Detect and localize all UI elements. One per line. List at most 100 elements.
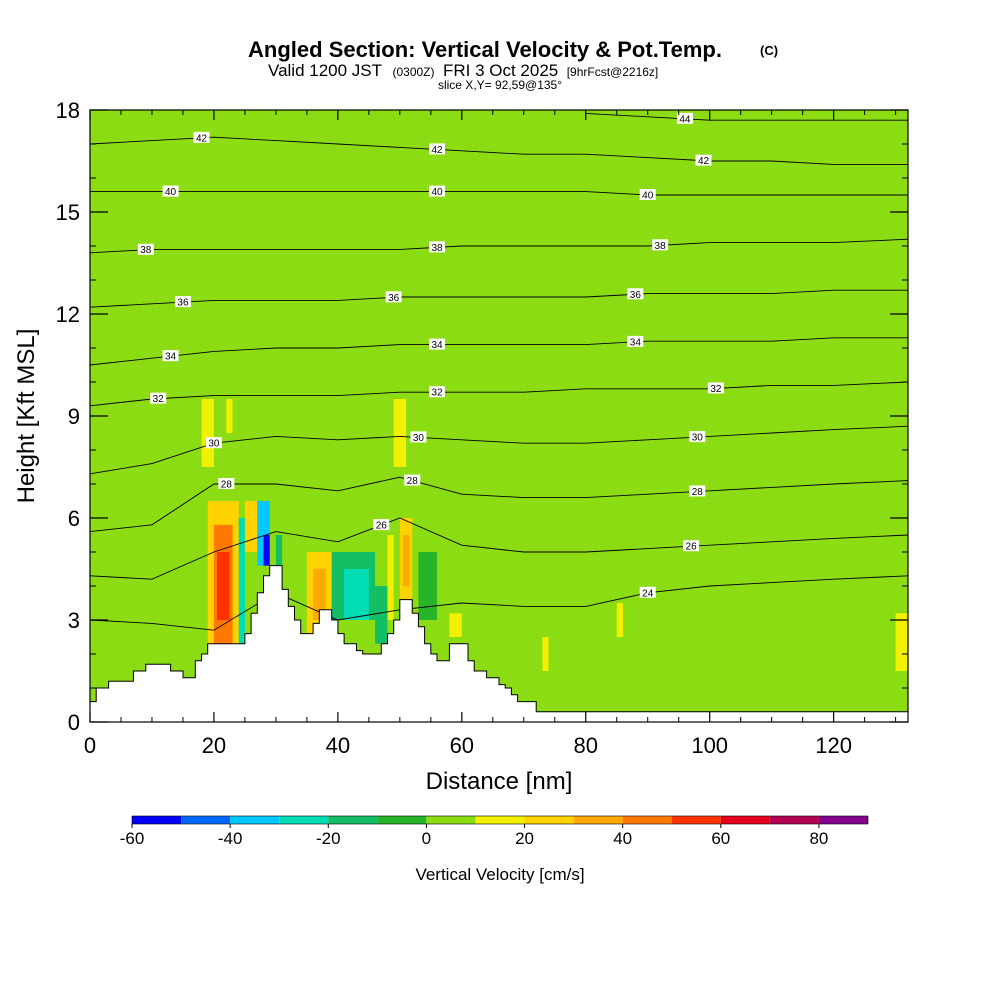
velocity-cell-44 bbox=[402, 535, 410, 586]
colorbar-tick-label: 60 bbox=[711, 829, 730, 848]
theta-contour-labels: 24 26 26 28 28 28 30 30 30 32 32 32 34 34 34 36 36 36 38 38… bbox=[137, 112, 724, 599]
velocity-cell-21 bbox=[201, 399, 214, 467]
y-axis-label: Height [Kft MSL] bbox=[13, 329, 40, 504]
y-tick-label: 3 bbox=[68, 608, 80, 633]
theta-label-38: 38 bbox=[140, 245, 152, 256]
x-tick-label: 20 bbox=[202, 733, 226, 758]
colorbar-frame bbox=[131, 815, 869, 825]
x-axis-ticks: 0 20 40 60 80 100 120 bbox=[84, 110, 897, 758]
subtitle-valid: Valid 1200 JST bbox=[268, 61, 382, 80]
theta-label-bg-6 bbox=[205, 437, 222, 449]
theta-label-32: 32 bbox=[431, 388, 443, 399]
theta-contour-40 bbox=[90, 191, 908, 196]
velocity-cell-24 bbox=[393, 399, 407, 467]
colorbar-swatch bbox=[426, 816, 476, 824]
theta-label-bg-4 bbox=[404, 474, 421, 486]
colorbar-swatch bbox=[181, 816, 231, 824]
theta-label-bg-12 bbox=[162, 350, 179, 362]
theta-label-36: 36 bbox=[388, 293, 400, 304]
colorbar-tick-label: 20 bbox=[515, 829, 534, 848]
theta-label-26: 26 bbox=[376, 521, 388, 532]
x-axis-label: Distance [nm] bbox=[426, 768, 573, 795]
theta-label-bg-16 bbox=[385, 291, 402, 303]
velocity-cell-11 bbox=[585, 620, 605, 712]
colorbar-tick-label: 40 bbox=[613, 829, 632, 848]
velocity-field bbox=[90, 110, 908, 712]
velocity-cell-13 bbox=[660, 620, 673, 712]
colorbar-swatch bbox=[818, 816, 868, 824]
colorbar-swatch bbox=[769, 816, 819, 824]
velocity-cell-3 bbox=[226, 110, 276, 399]
theta-label-bg-8 bbox=[689, 431, 706, 443]
theta-label-40: 40 bbox=[431, 187, 443, 198]
velocity-cell-27 bbox=[616, 603, 623, 637]
theta-label-28: 28 bbox=[407, 476, 419, 487]
theta-label-bg-20 bbox=[652, 239, 669, 251]
velocity-cell-33 bbox=[244, 501, 258, 552]
theta-label-bg-5 bbox=[689, 485, 706, 497]
theta-label-30: 30 bbox=[208, 439, 220, 450]
theta-label-bg-18 bbox=[137, 243, 154, 255]
velocity-cell-7 bbox=[437, 416, 450, 620]
subtitle-fcst: [9hrFcst@2216z] bbox=[567, 65, 659, 79]
velocity-cell-36 bbox=[275, 535, 283, 566]
theta-contour-24 bbox=[90, 575, 908, 631]
colorbar-title: Vertical Velocity [cm/s] bbox=[415, 865, 584, 884]
theta-label-bg-2 bbox=[683, 540, 700, 552]
plot-area: 24 26 26 28 28 28 30 30 30 32 32 32 34 34 34 36 36 36 38 38… bbox=[90, 110, 908, 722]
theta-label-42: 42 bbox=[698, 156, 710, 167]
theta-label-28: 28 bbox=[221, 480, 233, 491]
velocity-cell-31 bbox=[217, 552, 230, 620]
x-tick-label: 100 bbox=[691, 733, 728, 758]
y-tick-label: 12 bbox=[56, 302, 80, 327]
theta-label-bg-27 bbox=[676, 112, 693, 124]
colorbar-tick-label: -40 bbox=[218, 829, 243, 848]
theta-contour-44 bbox=[585, 112, 908, 121]
theta-label-38: 38 bbox=[431, 243, 443, 254]
chart-title: Angled Section: Vertical Velocity & Pot.… bbox=[248, 37, 722, 62]
y-tick-label: 15 bbox=[56, 200, 80, 225]
theta-label-30: 30 bbox=[692, 433, 704, 444]
theta-contour-34 bbox=[90, 337, 908, 366]
velocity-cell-32 bbox=[238, 518, 245, 644]
y-tick-label: 0 bbox=[68, 710, 80, 735]
theta-label-24: 24 bbox=[642, 588, 654, 599]
colorbar-tick-label: 0 bbox=[422, 829, 431, 848]
theta-contour-30 bbox=[90, 425, 908, 475]
colorbar-swatch bbox=[671, 816, 721, 824]
terrain-mask bbox=[90, 565, 908, 722]
velocity-cell-18 bbox=[808, 382, 822, 712]
x-tick-label: 120 bbox=[815, 733, 852, 758]
theta-label-34: 34 bbox=[165, 352, 177, 363]
theta-label-bg-11 bbox=[707, 382, 724, 394]
theta-label-bg-22 bbox=[429, 185, 446, 197]
theta-label-26: 26 bbox=[686, 542, 698, 553]
velocity-cell-1 bbox=[127, 110, 177, 501]
colorbar-swatch bbox=[230, 816, 280, 824]
x-tick-label: 60 bbox=[450, 733, 474, 758]
theta-label-38: 38 bbox=[655, 241, 667, 252]
velocity-cell-19 bbox=[827, 110, 859, 586]
y-tick-label: 6 bbox=[68, 506, 80, 531]
theta-contour-38 bbox=[90, 238, 908, 254]
colorbar-swatch bbox=[573, 816, 623, 824]
x-tick-label: 40 bbox=[326, 733, 350, 758]
theta-label-44: 44 bbox=[679, 114, 691, 125]
velocity-cell-40 bbox=[344, 569, 369, 620]
x-tick-label: 0 bbox=[84, 733, 96, 758]
colorbar-swatch bbox=[377, 816, 427, 824]
velocity-cell-9 bbox=[511, 110, 543, 709]
colorbar-swatch bbox=[328, 816, 378, 824]
theta-contour-26 bbox=[90, 517, 908, 580]
theta-contour-36 bbox=[90, 289, 908, 308]
velocity-cell-22 bbox=[226, 399, 233, 433]
colorbar-swatch bbox=[279, 816, 329, 824]
velocity-cell-38 bbox=[313, 569, 326, 620]
colorbar: -60 -40 -20 0 20 40 60 80 bbox=[120, 815, 869, 848]
velocity-cell-15 bbox=[709, 450, 729, 712]
velocity-cell-35 bbox=[263, 535, 270, 566]
velocity-cell-5 bbox=[344, 110, 369, 620]
velocity-cell-14 bbox=[678, 110, 704, 484]
theta-label-bg-17 bbox=[627, 288, 644, 300]
